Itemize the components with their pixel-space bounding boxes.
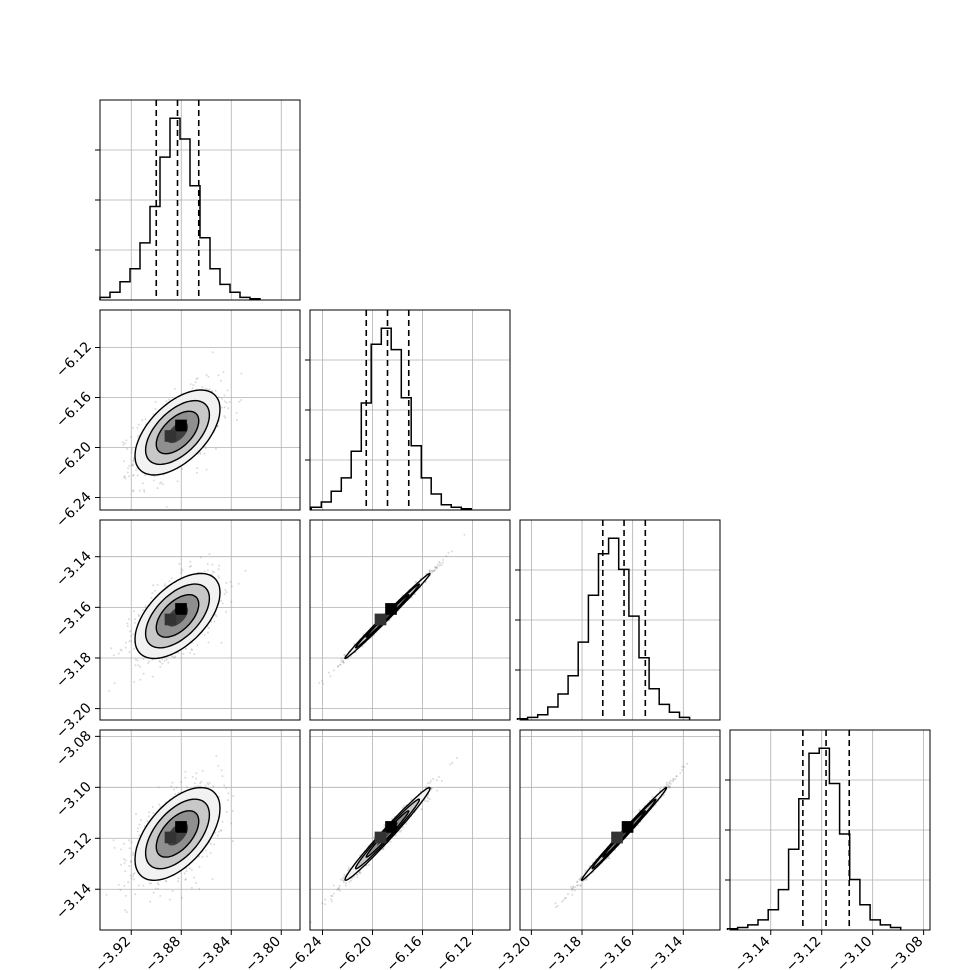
y-tick-label: −6.24 — [53, 489, 95, 531]
density-peak — [374, 613, 387, 626]
x-tick-label: −3.10 — [834, 934, 876, 970]
panel-frame — [99, 99, 301, 301]
x-tick-label: −6.24 — [284, 933, 326, 970]
x-tick-label: −3.92 — [92, 934, 134, 970]
histogram-1 — [310, 327, 472, 510]
x-tick-label: −3.84 — [192, 933, 234, 970]
x-tick-label: −3.14 — [644, 933, 686, 970]
density-peak — [621, 821, 634, 833]
y-tick-label: −6.20 — [53, 439, 95, 481]
panel-frame — [309, 519, 511, 721]
x-tick-label: −6.20 — [334, 934, 376, 970]
density-peak — [175, 821, 187, 833]
panel-frame — [99, 519, 301, 721]
density-peak — [164, 613, 177, 626]
x-tick-label: −3.88 — [142, 934, 184, 970]
panel-frame — [519, 519, 721, 721]
y-tick-label: −3.16 — [53, 599, 95, 641]
x-tick-label: −6.16 — [384, 933, 426, 970]
hist-panel-1 — [305, 309, 511, 511]
hist-panel-0 — [95, 99, 301, 301]
panel-frame — [519, 729, 721, 931]
x-tick-label: −3.80 — [242, 934, 284, 970]
panel-frame — [729, 729, 931, 931]
x-tick-label: −3.14 — [732, 933, 774, 970]
scatter-panel-3-2 — [519, 729, 721, 931]
density-peak — [164, 831, 177, 844]
density-peak — [385, 821, 397, 833]
x-tick-label: −3.18 — [543, 934, 585, 970]
x-tick-label: −3.16 — [594, 933, 636, 970]
scatter-panel-3-1 — [309, 729, 511, 931]
density-peak — [611, 831, 623, 844]
histogram-3 — [726, 747, 902, 930]
panel-frame — [309, 729, 511, 931]
histogram-0 — [99, 117, 261, 300]
panel-frame — [309, 309, 511, 511]
y-tick-label: −3.14 — [53, 548, 95, 590]
density-peak — [175, 419, 187, 432]
y-tick-label: −6.12 — [53, 339, 95, 381]
scatter-panel-3-0 — [99, 729, 301, 931]
y-tick-label: −3.12 — [53, 830, 95, 872]
panel-frame — [99, 309, 301, 511]
x-tick-label: −3.08 — [885, 934, 927, 970]
x-tick-label: −6.12 — [434, 934, 476, 970]
panel-frame — [99, 729, 301, 931]
density-peak — [175, 603, 187, 615]
y-tick-label: −6.16 — [53, 389, 95, 431]
scatter-panel-2-1 — [309, 519, 511, 721]
scatter-panel-2-0 — [99, 519, 301, 721]
x-tick-label: −3.20 — [493, 934, 535, 970]
x-tick-label: −3.12 — [783, 934, 825, 970]
density-peak — [374, 831, 387, 844]
density-peak — [385, 603, 397, 615]
density-peak — [164, 430, 177, 442]
hist-panel-2 — [515, 519, 721, 721]
hist-panel-3 — [725, 729, 931, 931]
y-tick-label: −3.18 — [53, 649, 95, 691]
y-tick-label: −3.10 — [53, 779, 95, 821]
y-tick-label: −3.14 — [53, 881, 95, 923]
scatter-panel-1-0 — [99, 309, 301, 511]
